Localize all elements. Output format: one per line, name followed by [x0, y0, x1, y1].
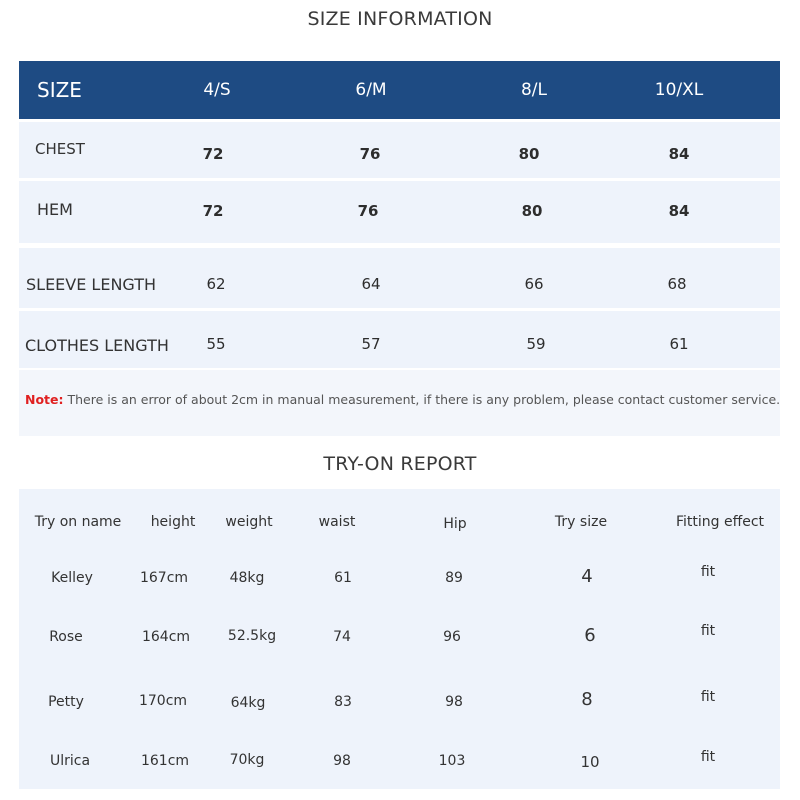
header-6m: 6/M — [355, 80, 387, 100]
column-header-name: Try on name — [34, 514, 122, 530]
column-header-try-size: Try size — [554, 514, 608, 530]
value-4s: 62 — [206, 275, 226, 293]
value-8l: 80 — [518, 145, 540, 163]
size-table-header: SIZE 4/S 6/M 8/L 10/XL — [19, 61, 780, 119]
tryon-size: 10 — [580, 753, 600, 771]
value-4s: 72 — [202, 145, 224, 163]
column-header-waist: waist — [318, 514, 356, 530]
row-label: CLOTHES LENGTH — [25, 336, 169, 355]
value-4s: 72 — [202, 202, 224, 220]
column-header-weight: weight — [225, 514, 273, 530]
column-header-fitting-effect: Fitting effect — [675, 514, 765, 530]
tryon-name: Rose — [49, 629, 83, 645]
note-text-line: Note: There is an error of about 2cm in … — [25, 392, 780, 407]
value-6m: 64 — [361, 275, 381, 293]
tryon-fit: fit — [700, 689, 716, 705]
tryon-size: 4 — [581, 566, 593, 587]
column-header-hip: Hip — [443, 516, 467, 532]
tryon-name: Kelley — [51, 570, 93, 586]
tryon-name: Ulrica — [49, 753, 91, 769]
size-row-sleeve-length: SLEEVE LENGTH 62 64 66 68 — [19, 248, 780, 308]
tryon-waist: 83 — [334, 694, 352, 710]
tryon-height: 170cm — [138, 693, 188, 709]
note-text: There is an error of about 2cm in manual… — [67, 392, 781, 407]
tryon-height: 164cm — [141, 629, 191, 645]
value-4s: 55 — [206, 335, 226, 353]
size-row-clothes-length: CLOTHES LENGTH 55 57 59 61 — [19, 311, 780, 368]
tryon-waist: 61 — [334, 570, 352, 586]
tryon-weight: 70kg — [229, 752, 265, 768]
tryon-table: Try on name height weight waist Hip Try … — [19, 489, 780, 789]
tryon-weight: 64kg — [230, 695, 266, 711]
value-6m: 76 — [357, 202, 379, 220]
tryon-fit: fit — [700, 623, 716, 639]
tryon-hip: 96 — [443, 629, 461, 645]
value-10xl: 84 — [668, 202, 690, 220]
header-10xl: 10/XL — [654, 80, 704, 100]
tryon-name: Petty — [48, 694, 84, 710]
note-label: Note: — [25, 392, 64, 407]
tryon-hip: 98 — [445, 694, 463, 710]
value-8l: 80 — [521, 202, 543, 220]
size-information-title: SIZE INFORMATION — [307, 8, 493, 30]
tryon-waist: 98 — [333, 753, 351, 769]
value-10xl: 84 — [668, 145, 690, 163]
row-label: CHEST — [35, 140, 85, 158]
header-size: SIZE — [37, 78, 82, 102]
header-4s: 4/S — [203, 80, 231, 100]
tryon-hip: 89 — [445, 570, 463, 586]
value-6m: 76 — [359, 145, 381, 163]
tryon-fit: fit — [700, 564, 716, 580]
column-header-height: height — [150, 514, 196, 530]
tryon-height: 161cm — [140, 753, 190, 769]
value-8l: 66 — [524, 275, 544, 293]
tryon-height: 167cm — [139, 570, 189, 586]
header-8l: 8/L — [520, 80, 548, 100]
measurement-note: Note: There is an error of about 2cm in … — [19, 370, 780, 436]
size-row-chest: CHEST 72 76 80 84 — [19, 122, 780, 178]
value-10xl: 68 — [667, 275, 687, 293]
value-6m: 57 — [361, 335, 381, 353]
value-10xl: 61 — [669, 335, 689, 353]
value-8l: 59 — [526, 335, 546, 353]
tryon-report-title: TRY-ON REPORT — [323, 453, 477, 475]
row-label: HEM — [37, 200, 73, 219]
tryon-waist: 74 — [333, 629, 351, 645]
tryon-fit: fit — [700, 749, 716, 765]
tryon-weight: 52.5kg — [227, 628, 277, 644]
tryon-size: 8 — [581, 689, 593, 710]
tryon-hip: 103 — [438, 753, 466, 769]
tryon-size: 6 — [584, 625, 596, 646]
row-label: SLEEVE LENGTH — [26, 275, 157, 294]
size-row-hem: HEM 72 76 80 84 — [19, 181, 780, 243]
tryon-weight: 48kg — [229, 570, 265, 586]
